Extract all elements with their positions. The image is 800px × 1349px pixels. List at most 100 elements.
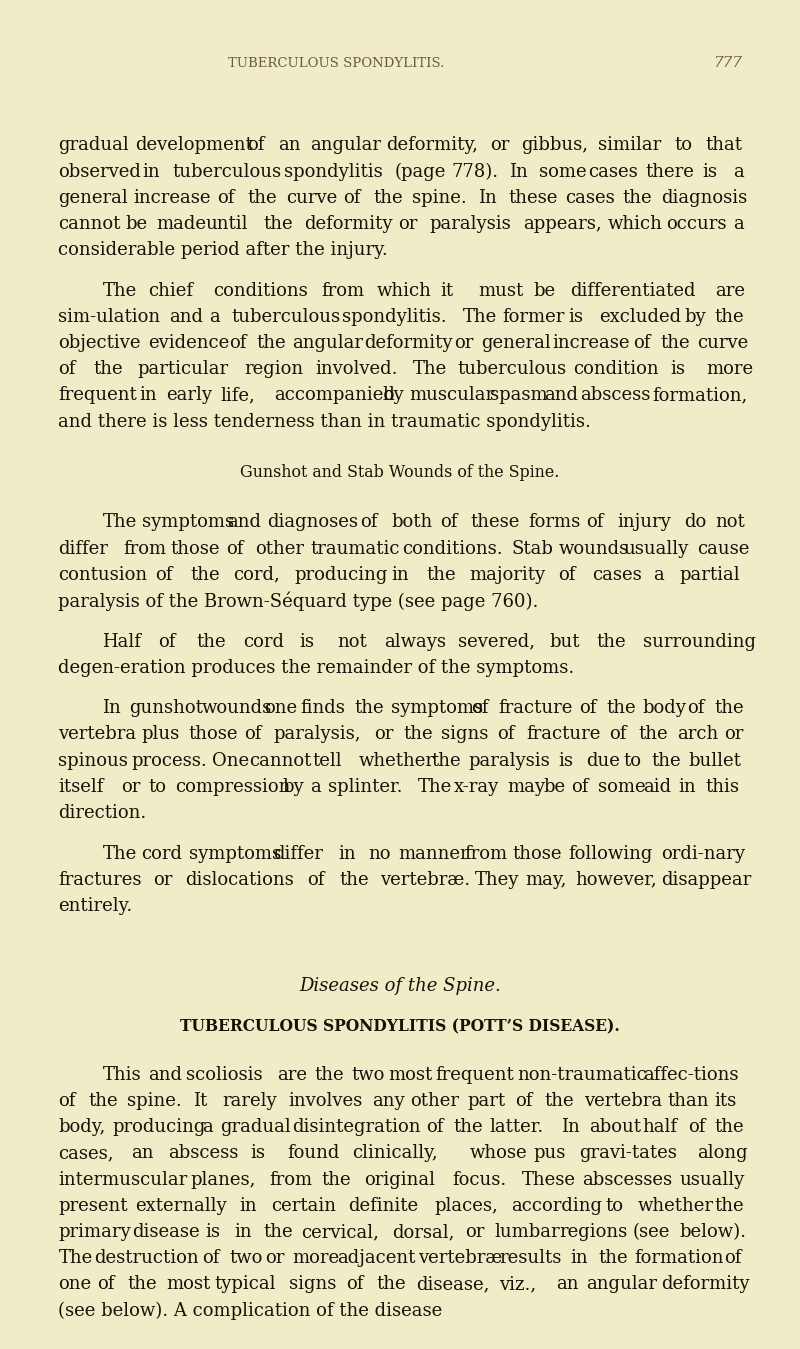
Text: the: the [94,360,123,378]
Text: The: The [102,514,137,532]
Text: The: The [102,844,137,862]
Text: typical: typical [214,1275,276,1294]
Text: the: the [638,726,668,743]
Text: paralysis: paralysis [429,214,510,233]
Text: do: do [684,514,706,532]
Text: of: of [586,514,604,532]
Text: may,: may, [526,870,566,889]
Text: compression: compression [175,778,290,796]
Text: or: or [266,1249,285,1267]
Text: gradual: gradual [220,1118,291,1136]
Text: of: of [307,870,324,889]
Text: curve: curve [697,335,748,352]
Text: the: the [128,1275,158,1294]
Text: from: from [322,282,365,299]
Text: deformity: deformity [662,1275,750,1294]
Text: is: is [558,751,574,770]
Text: cause: cause [697,540,750,557]
Text: in: in [239,1197,257,1214]
Text: adjacent: adjacent [338,1249,416,1267]
Text: in: in [139,386,157,405]
Text: the: the [374,189,403,206]
Text: accompanied: accompanied [274,386,395,405]
Text: these: these [471,514,520,532]
Text: the: the [322,1171,351,1188]
Text: formation,: formation, [652,386,747,405]
Text: to: to [148,778,166,796]
Text: disease: disease [132,1224,199,1241]
Text: angular: angular [292,335,363,352]
Text: these: these [508,189,558,206]
Text: particular: particular [138,360,229,378]
Text: of: of [724,1249,741,1267]
Text: excluded: excluded [600,308,682,326]
Text: condition: condition [573,360,658,378]
Text: traumatic: traumatic [310,540,400,557]
Text: of: of [247,136,264,154]
Text: and: and [170,308,203,326]
Text: the: the [263,1224,293,1241]
Text: development: development [134,136,253,154]
Text: angular: angular [310,136,382,154]
Text: along: along [697,1144,747,1163]
Text: similar: similar [598,136,661,154]
Text: those: those [512,844,562,862]
Text: angular: angular [586,1275,658,1294]
Text: no: no [369,844,391,862]
Text: part: part [467,1091,506,1110]
Text: manner: manner [398,844,469,862]
Text: (see: (see [633,1224,670,1241]
Text: intermuscular: intermuscular [58,1171,188,1188]
Text: be: be [126,214,147,233]
Text: These: These [522,1171,576,1188]
Text: itself: itself [58,778,104,796]
Text: The: The [102,282,137,299]
Text: of: of [58,1091,76,1110]
Text: In: In [562,1118,580,1136]
Text: one: one [264,699,298,718]
Text: usually: usually [623,540,689,557]
Text: always: always [384,633,446,650]
Text: cord,: cord, [234,565,280,584]
Text: or: or [122,778,141,796]
Text: producing: producing [294,565,388,584]
Text: paralysis,: paralysis, [274,726,361,743]
Text: of: of [98,1275,115,1294]
Text: non-traumatic: non-traumatic [517,1066,646,1083]
Text: it: it [441,282,454,299]
Text: the: the [606,699,636,718]
Text: may: may [508,778,546,796]
Text: are: are [715,282,745,299]
Text: disintegration: disintegration [292,1118,421,1136]
Text: This: This [102,1066,141,1083]
Text: or: or [374,726,394,743]
Text: whether: whether [638,1197,714,1214]
Text: region: region [245,360,303,378]
Text: observed: observed [58,163,142,181]
Text: a: a [733,214,743,233]
Text: or: or [466,1224,485,1241]
Text: of: of [471,699,489,718]
Text: tuberculous: tuberculous [173,163,282,181]
Text: general: general [481,335,550,352]
Text: of: of [570,778,588,796]
Text: must: must [478,282,523,299]
Text: in: in [392,565,410,584]
Text: is: is [250,1144,266,1163]
Text: signs: signs [442,726,489,743]
Text: process.: process. [131,751,206,770]
Text: the: the [354,699,384,718]
Text: most: most [166,1275,211,1294]
Text: body,: body, [58,1118,106,1136]
Text: evidence: evidence [148,335,230,352]
Text: cases: cases [588,163,638,181]
Text: disappear: disappear [662,870,751,889]
Text: its: its [715,1091,737,1110]
Text: which: which [608,214,662,233]
Text: involves: involves [288,1091,362,1110]
Text: or: or [724,726,743,743]
Text: of: of [343,189,361,206]
Text: spine.: spine. [412,189,467,206]
Text: paralysis: paralysis [468,751,550,770]
Text: body: body [642,699,686,718]
